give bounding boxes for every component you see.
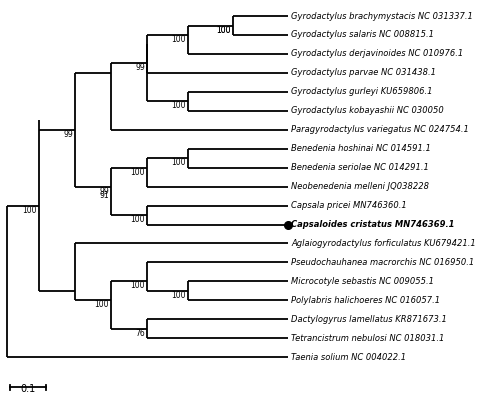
Text: Capsaloides cristatus MN746369.1: Capsaloides cristatus MN746369.1 <box>291 220 454 229</box>
Text: Taenia solium NC 004022.1: Taenia solium NC 004022.1 <box>291 353 406 362</box>
Text: Aglaiogyrodactylus forficulatus KU679421.1: Aglaiogyrodactylus forficulatus KU679421… <box>291 239 476 248</box>
Text: Tetrancistrum nebulosi NC 018031.1: Tetrancistrum nebulosi NC 018031.1 <box>291 334 444 343</box>
Text: 91: 91 <box>100 191 109 200</box>
Text: 100: 100 <box>172 35 186 44</box>
Text: Pseudochauhanea macrorchis NC 016950.1: Pseudochauhanea macrorchis NC 016950.1 <box>291 258 474 267</box>
Text: 100: 100 <box>172 291 186 300</box>
Text: Neobenedenia melleni JQ038228: Neobenedenia melleni JQ038228 <box>291 182 429 191</box>
Text: Benedenia hoshinai NC 014591.1: Benedenia hoshinai NC 014591.1 <box>291 144 431 153</box>
Text: 100: 100 <box>22 206 36 214</box>
Text: Gyrodactylus derjavinoides NC 010976.1: Gyrodactylus derjavinoides NC 010976.1 <box>291 50 464 59</box>
Text: 100: 100 <box>216 26 231 35</box>
Text: 100: 100 <box>130 215 145 224</box>
Text: 100: 100 <box>172 101 186 110</box>
Text: 100: 100 <box>172 158 186 167</box>
Text: 99: 99 <box>99 187 109 196</box>
Text: Gyrodactylus brachymystacis NC 031337.1: Gyrodactylus brachymystacis NC 031337.1 <box>291 12 473 21</box>
Text: 76: 76 <box>136 329 145 338</box>
Text: Gyrodactylus parvae NC 031438.1: Gyrodactylus parvae NC 031438.1 <box>291 69 436 77</box>
Text: 100: 100 <box>130 168 145 177</box>
Text: Dactylogyrus lamellatus KR871673.1: Dactylogyrus lamellatus KR871673.1 <box>291 315 447 324</box>
Text: Gyrodactylus kobayashii NC 030050: Gyrodactylus kobayashii NC 030050 <box>291 106 444 115</box>
Text: Polylabris halichoeres NC 016057.1: Polylabris halichoeres NC 016057.1 <box>291 296 440 305</box>
Text: Gyrodactylus gurleyi KU659806.1: Gyrodactylus gurleyi KU659806.1 <box>291 87 432 96</box>
Text: 100: 100 <box>130 281 145 290</box>
Text: 100: 100 <box>216 26 231 35</box>
Text: Benedenia seriolae NC 014291.1: Benedenia seriolae NC 014291.1 <box>291 163 429 172</box>
Text: 99: 99 <box>136 64 145 72</box>
Text: Microcotyle sebastis NC 009055.1: Microcotyle sebastis NC 009055.1 <box>291 277 434 286</box>
Text: Gyrodactylus salaris NC 008815.1: Gyrodactylus salaris NC 008815.1 <box>291 31 434 40</box>
Text: 99: 99 <box>63 130 73 139</box>
Text: 100: 100 <box>94 300 109 309</box>
Text: 0.1: 0.1 <box>20 384 36 394</box>
Text: Paragyrodactylus variegatus NC 024754.1: Paragyrodactylus variegatus NC 024754.1 <box>291 125 469 134</box>
Text: Capsala pricei MN746360.1: Capsala pricei MN746360.1 <box>291 201 407 210</box>
